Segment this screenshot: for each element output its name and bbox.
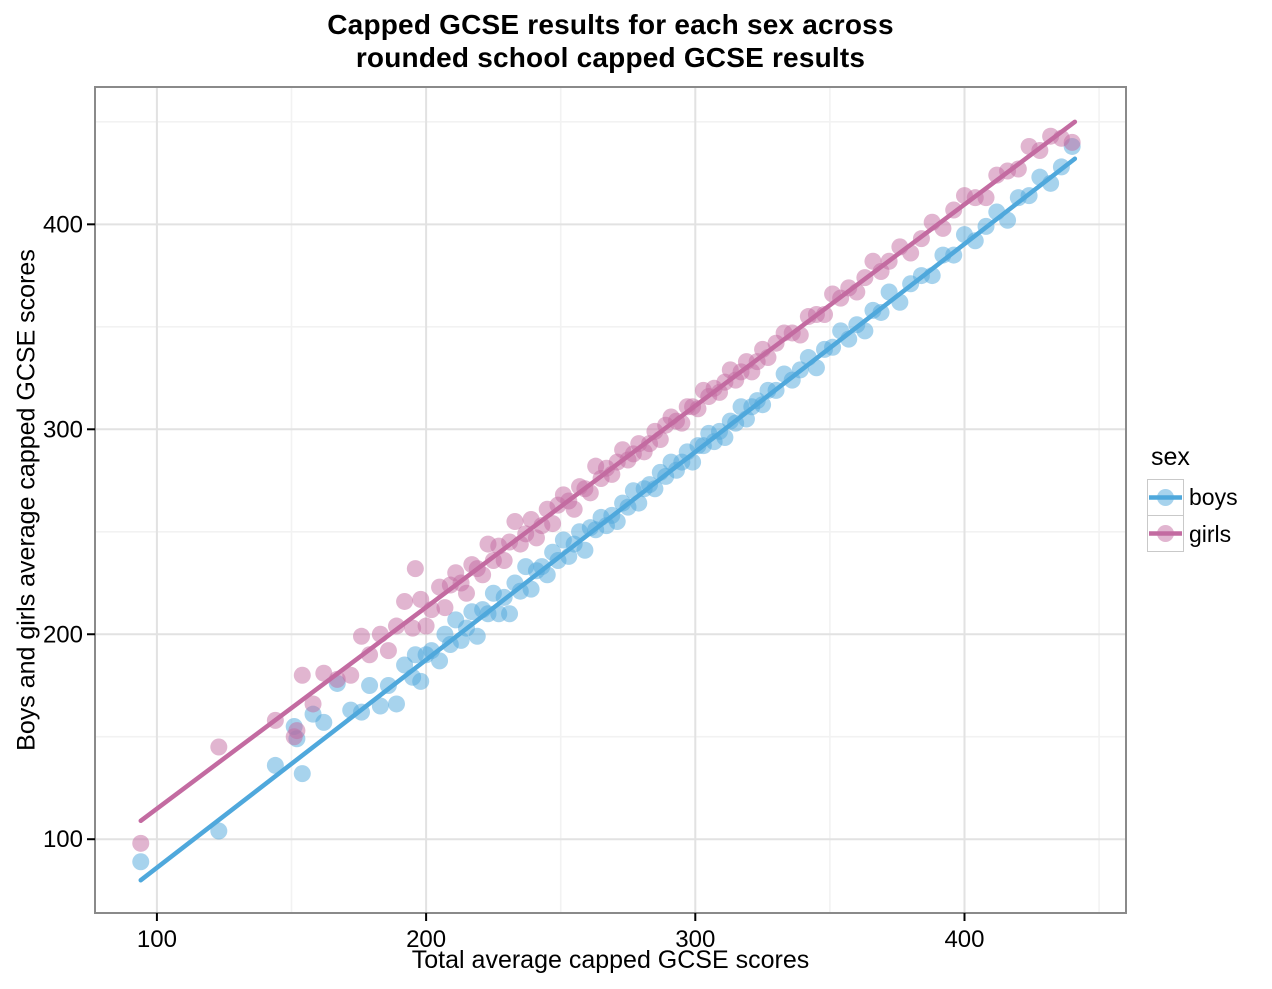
legend-title: sex [1151,443,1190,471]
svg-text:100: 100 [43,826,83,853]
legend-point-icon-boys [1147,479,1184,516]
panel-background [95,87,1126,913]
svg-text:400: 400 [944,926,984,953]
x-axis-ticks [155,913,966,921]
legend-label-boys: boys [1189,484,1238,510]
svg-text:300: 300 [675,926,715,953]
trend-line-girls [138,119,1078,824]
svg-text:200: 200 [406,926,446,953]
svg-text:400: 400 [43,211,83,238]
legend-point-icon-girls [1147,515,1184,552]
trend-line-boys [138,156,1078,883]
svg-text:300: 300 [43,416,83,443]
x-axis-title: Total average capped GCSE scores [411,946,810,974]
legend: sex boys girls [1141,443,1238,552]
y-axis-title: Boys and girls average capped GCSE score… [12,249,41,751]
panel-border [94,86,1127,914]
svg-text:100: 100 [137,926,177,953]
grid-major [95,87,1126,913]
x-axis-tick-labels: 100 200 300 400 [137,926,985,953]
legend-label-girls: girls [1189,520,1232,547]
legend-key-girls: girls [1141,515,1238,552]
legend-key-boys: boys [1141,479,1238,516]
y-axis-ticks [87,223,95,841]
y-axis-tick-labels: 100 200 300 400 [43,211,83,853]
chart-title: Capped GCSE results for each sex across … [327,9,894,74]
svg-text:200: 200 [43,621,83,648]
